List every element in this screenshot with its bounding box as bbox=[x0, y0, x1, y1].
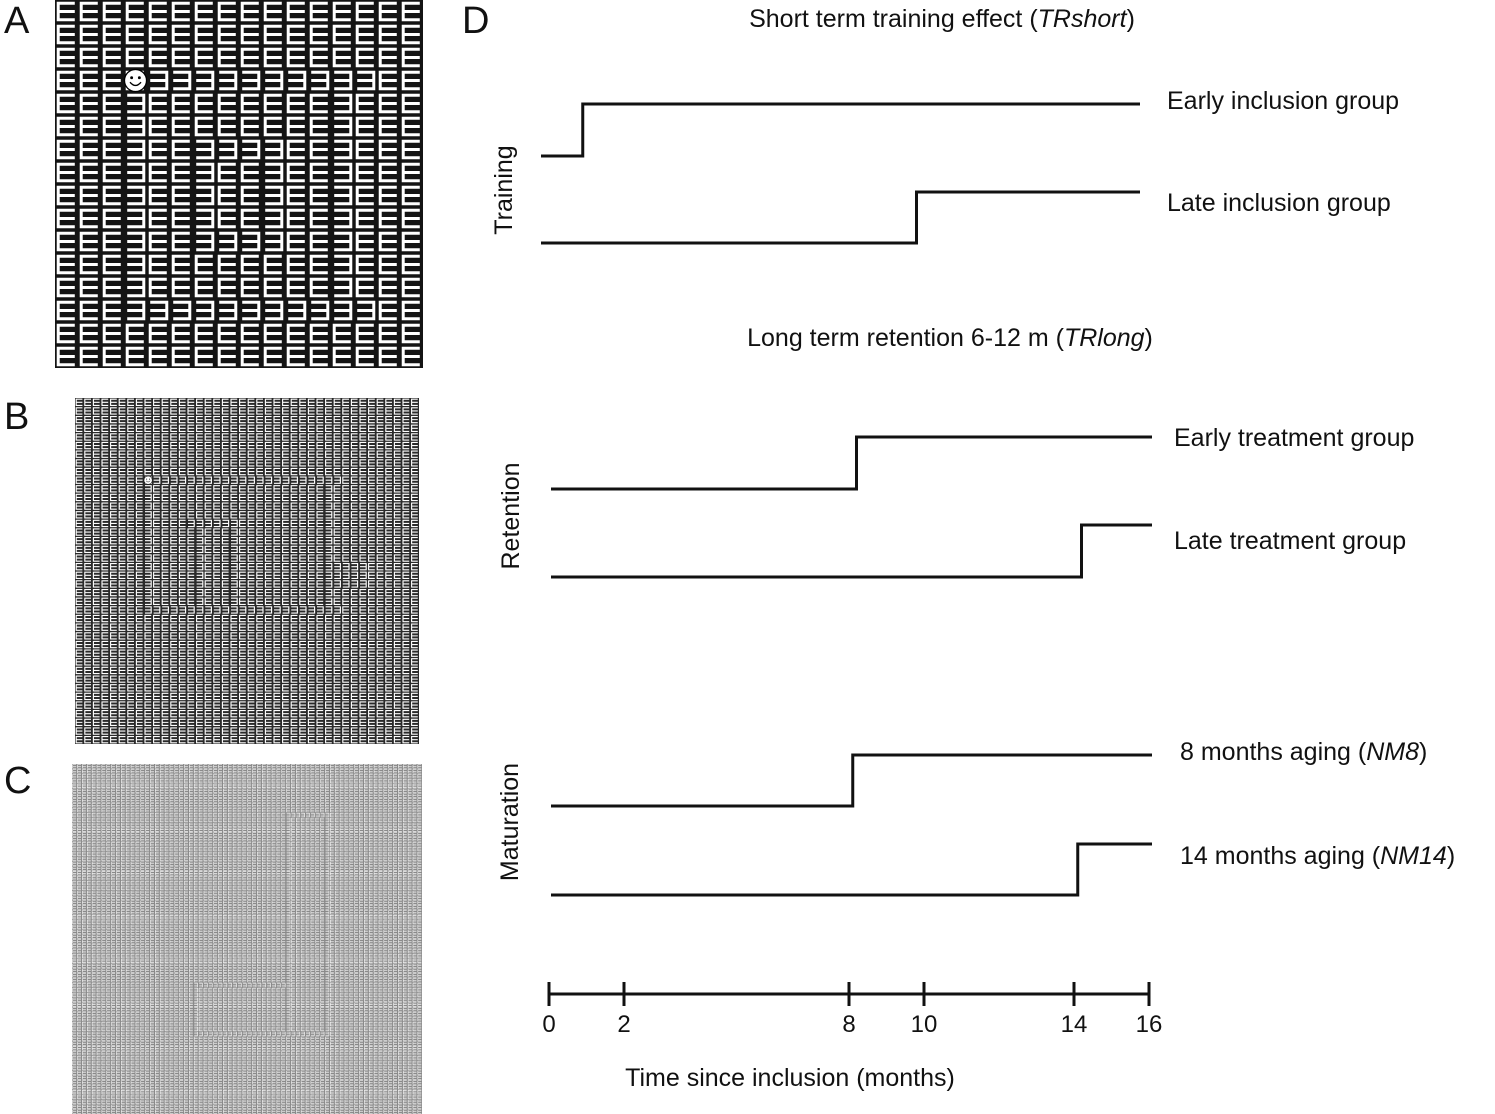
maze-stimulus-large bbox=[55, 0, 423, 368]
maze-c-svg bbox=[72, 764, 422, 1114]
maze-background bbox=[72, 764, 422, 1114]
maze-glyphs bbox=[75, 398, 418, 744]
series-label-early-inclusion: Early inclusion group bbox=[1167, 87, 1399, 115]
maze-stimulus-medium bbox=[75, 398, 419, 744]
maze-glyphs bbox=[72, 764, 422, 1114]
section-title-retention: Long term retention 6-12 m (TRlong) bbox=[747, 324, 1153, 352]
maze-glyphs bbox=[56, 1, 420, 367]
time-axis-tick-label-0: 0 bbox=[542, 1011, 555, 1038]
maze-b-svg bbox=[75, 398, 419, 744]
series-label-nm8: 8 months aging (NM8) bbox=[1180, 738, 1427, 766]
time-axis-tick-label-16: 16 bbox=[1136, 1011, 1163, 1038]
maze-background bbox=[75, 398, 419, 744]
panel-label-b: B bbox=[4, 396, 30, 438]
smiley-face-icon bbox=[143, 475, 153, 485]
step-line-late-treatment bbox=[551, 523, 1152, 579]
maze-background bbox=[55, 0, 423, 368]
panel-label-d: D bbox=[462, 0, 490, 42]
series-label-early-treatment: Early treatment group bbox=[1174, 424, 1414, 452]
smiley-face-icon bbox=[123, 68, 148, 93]
series-label-late-treatment: Late treatment group bbox=[1174, 527, 1406, 555]
series-label-late-inclusion: Late inclusion group bbox=[1167, 189, 1391, 217]
time-axis-ticks: 0 2 8 10 14 16 bbox=[542, 982, 1162, 1038]
maze-stimulus-small bbox=[72, 764, 422, 1114]
step-line-early-treatment bbox=[551, 435, 1152, 491]
time-axis-tick-label-14: 14 bbox=[1061, 1011, 1088, 1038]
step-line-14-months-aging bbox=[551, 842, 1152, 897]
step-line-late-inclusion bbox=[541, 190, 1140, 245]
axis-label-maturation: Maturation bbox=[496, 763, 524, 881]
step-line-early-inclusion bbox=[541, 102, 1140, 158]
axis-label-training: Training bbox=[490, 145, 518, 234]
time-axis-tick-label-8: 8 bbox=[842, 1011, 855, 1038]
section-title-training: Short term training effect (TRshort) bbox=[749, 5, 1135, 33]
step-line-8-months-aging bbox=[551, 753, 1152, 808]
panel-label-a: A bbox=[4, 0, 30, 42]
series-label-nm14: 14 months aging (NM14) bbox=[1180, 842, 1455, 870]
time-axis-tick-label-10: 10 bbox=[911, 1011, 938, 1038]
axis-label-retention: Retention bbox=[497, 462, 525, 569]
time-axis-tick-label-2: 2 bbox=[617, 1011, 630, 1038]
panel-label-c: C bbox=[4, 760, 32, 802]
time-axis-label: Time since inclusion (months) bbox=[625, 1064, 955, 1092]
maze-a-svg bbox=[55, 0, 423, 368]
